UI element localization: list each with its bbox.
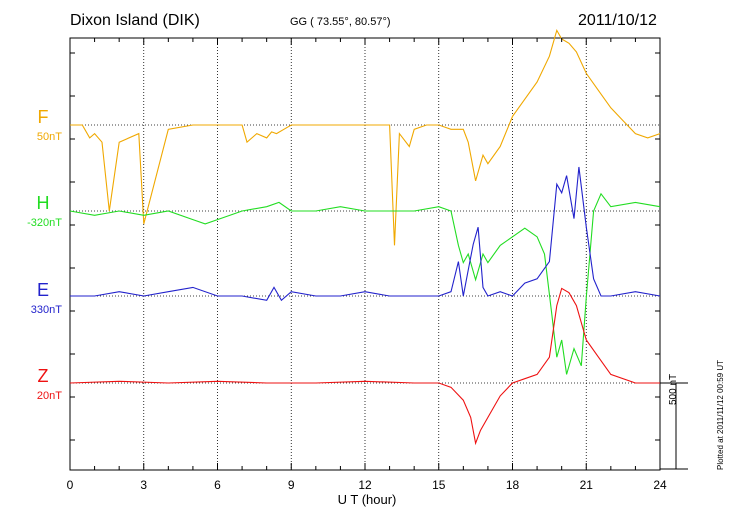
date-label: 2011/10/12 xyxy=(578,12,657,29)
series-line-h xyxy=(69,192,661,375)
component-baseline-z: 20nT xyxy=(36,390,62,402)
x-tick-label: 9 xyxy=(287,478,295,492)
station-title: Dixon Island (DIK) xyxy=(70,12,200,29)
component-baseline-h: -320nT xyxy=(27,217,62,229)
x-tick-label: 6 xyxy=(214,478,221,492)
scale-bar-label: 500 nT xyxy=(668,373,679,405)
component-baseline-f: 50nT xyxy=(36,131,62,143)
component-label-h: H xyxy=(36,193,50,213)
grid-lines xyxy=(143,38,587,470)
x-tick-label: 3 xyxy=(140,478,148,492)
series-line-z xyxy=(69,287,660,446)
component-label-e: E xyxy=(36,280,49,300)
axis-ticks xyxy=(69,38,661,470)
component-label-f: F xyxy=(37,107,49,127)
component-baseline-e: 330nT xyxy=(30,304,62,316)
series-line-e xyxy=(70,166,661,302)
series-lines xyxy=(69,28,661,446)
coordinates-label: GG ( 73.55°, 80.57°) xyxy=(290,16,391,28)
x-tick-label: 12 xyxy=(358,478,372,492)
series-line-f xyxy=(70,28,661,246)
scale-bar xyxy=(660,382,688,470)
x-tick-label: 21 xyxy=(579,478,593,492)
x-tick-label: 24 xyxy=(653,478,667,492)
component-label-z: Z xyxy=(37,366,49,386)
x-axis-label: U T (hour) xyxy=(337,492,397,507)
x-tick-label: 0 xyxy=(66,478,74,492)
plotted-timestamp: Plotted at 2011/11/12 00:59 UT xyxy=(716,359,725,470)
x-tick-label: 15 xyxy=(432,478,446,492)
x-tick-label: 18 xyxy=(505,478,520,492)
